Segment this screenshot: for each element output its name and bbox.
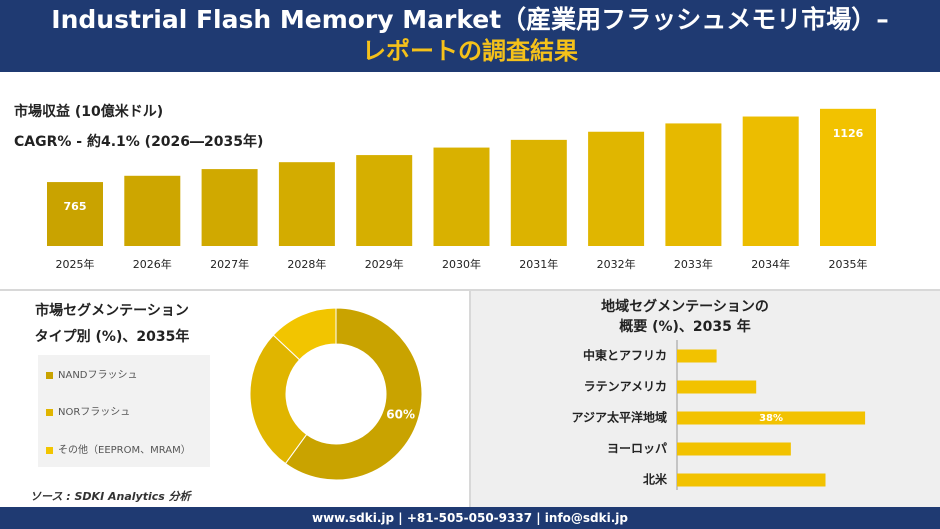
year-tick-label: 2031年 [519,257,558,271]
year-tick-label: 2032年 [597,257,636,271]
year-tick-label: 2029年 [365,257,404,271]
region-title: 地域セグメンテーションの 概要 (%)、2035 年 [560,297,810,337]
legend-swatch-nand [46,371,53,379]
region-tick-label: アジア太平洋地域 [571,410,667,425]
region-title-line2: 概要 (%)、2035 年 [619,319,751,335]
legend-swatch-other [46,446,53,454]
revenue-bar [588,131,645,246]
year-tick-label: 2030年 [442,257,481,271]
revenue-bar [201,169,258,246]
revenue-bar [742,116,799,246]
revenue-bar [356,155,413,246]
region-tick-label: ヨーロッパ [607,442,667,456]
segment-legend: NANDフラッシュ NORフラッシュ その他（EEPROM、MRAM） [38,355,210,467]
legend-item-nand: NANDフラッシュ [46,366,138,381]
page-title: Industrial Flash Memory Market（産業用フラッシュメ… [51,5,889,34]
donut-slice [272,307,337,361]
legend-label-nor: NORフラッシュ [58,407,131,418]
segment-title-line2: タイプ別 (%)、2035年 [34,329,190,345]
revenue-bar [665,123,722,246]
legend-swatch-nor [46,408,53,416]
revenue-bar [47,182,103,246]
segment-title: 市場セグメンテーション タイプ別 (%)、2035年 [12,298,212,350]
region-bar [677,349,717,363]
source-note: ソース : SDKI Analytics 分析 [30,490,191,503]
region-panel [471,291,940,507]
revenue-data-label: 1126 [833,127,864,140]
page-subtitle: レポートの調査結果 [362,37,578,65]
footer-contact: www.sdki.jp | +81-505-050-9337 | info@sd… [0,507,940,529]
year-tick-label: 2026年 [133,257,172,271]
report-header: Industrial Flash Memory Market（産業用フラッシュメ… [0,0,940,72]
section-divider-horizontal [0,289,940,291]
year-tick-label: 2028年 [287,257,326,271]
region-title-line1: 地域セグメンテーションの [601,299,769,315]
donut-slice [284,307,423,481]
type-donut-chart: 60% [249,307,423,481]
revenue-bar-chart: 2025年 765 2026年 2027年 2028年 2029年 2030年 2031年 20… [47,108,876,271]
legend-item-other: その他（EEPROM、MRAM） [46,441,191,456]
revenue-bar [433,147,490,246]
donut-data-label: 60% [386,408,415,422]
legend-label-nand: NANDフラッシュ [58,370,138,381]
region-tick-label: 中東とアフリカ [583,348,667,363]
revenue-label: 市場収益 (10億米ドル) [14,104,164,120]
region-data-label: 38% [759,413,783,424]
year-tick-label: 2025年 [56,257,95,271]
legend-label-other: その他（EEPROM、MRAM） [58,445,191,456]
year-tick-label: 2035年 [829,257,868,271]
revenue-data-label: 765 [64,200,87,213]
year-tick-label: 2033年 [674,257,713,271]
cagr-label: CAGR% - 約4.1% (2026―2035年) [14,134,264,150]
revenue-bar [510,139,567,246]
region-tick-label: 北米 [643,472,668,487]
region-bar [677,442,791,456]
region-tick-label: ラテンアメリカ [584,380,667,394]
year-tick-label: 2034年 [751,257,790,271]
region-bar [677,411,866,425]
legend-item-nor: NORフラッシュ [46,403,130,418]
section-divider-vertical [469,291,471,507]
revenue-bar [820,108,876,246]
revenue-bar [278,162,335,246]
region-bar [677,473,826,487]
region-bar [677,380,757,394]
year-tick-label: 2027年 [210,257,249,271]
revenue-bar [124,175,181,246]
segment-title-line1: 市場セグメンテーション [35,303,189,319]
